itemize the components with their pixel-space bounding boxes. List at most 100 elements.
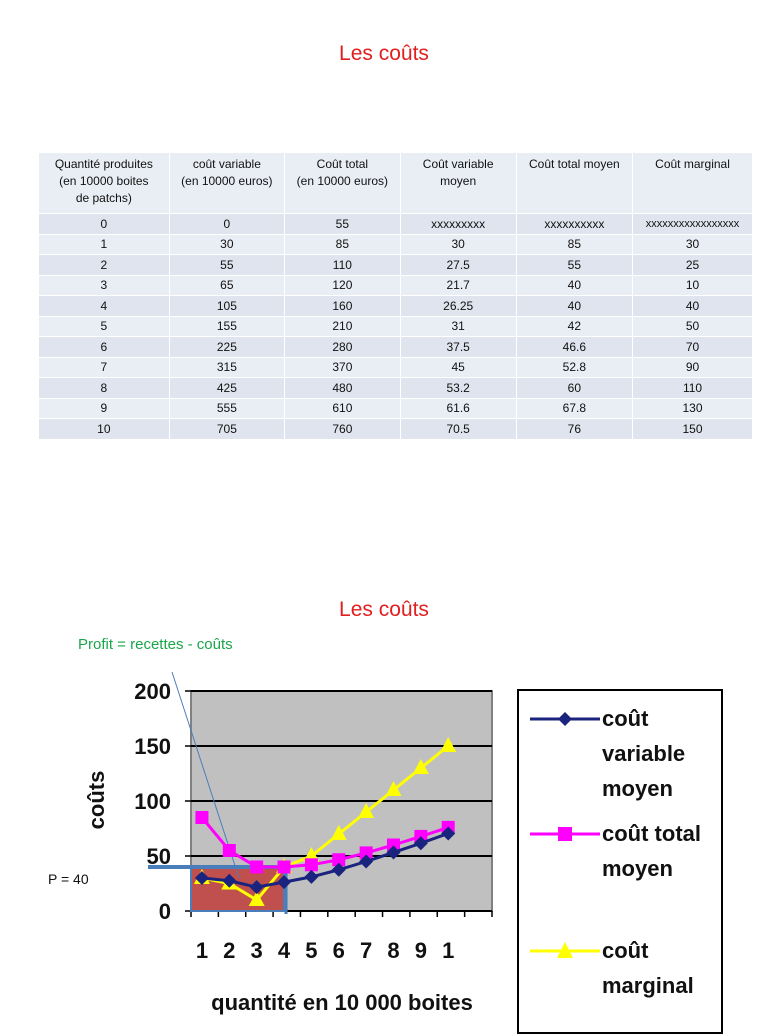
legend-label-line: coût total xyxy=(602,821,701,846)
table-cell: 480 xyxy=(284,377,401,398)
data-point xyxy=(413,836,428,851)
data-point xyxy=(386,838,400,852)
data-point xyxy=(303,847,320,862)
column-header-line: (en 10000 euros) xyxy=(296,174,389,188)
series-line-1 xyxy=(200,816,449,869)
table-cell: 760 xyxy=(284,418,401,439)
table-cell: 25 xyxy=(632,254,753,275)
column-header-line: moyen xyxy=(440,174,477,188)
table-cell: 45 xyxy=(400,356,517,378)
y-tick-label: 150 xyxy=(134,734,171,759)
table-cell: 30 xyxy=(632,233,753,255)
price-annotation: P = 40 xyxy=(48,871,89,887)
data-point xyxy=(441,826,456,841)
table-cell: 210 xyxy=(284,315,401,337)
legend-label-line: coût xyxy=(602,938,649,963)
table-cell: 30 xyxy=(169,233,286,255)
column-header: Coût total (en 10000 euros) xyxy=(284,153,401,214)
legend-label: coût total moyen xyxy=(602,816,722,886)
data-point xyxy=(440,737,457,752)
table-cell: 225 xyxy=(169,336,286,357)
data-point xyxy=(277,860,291,874)
table-cell: 9 xyxy=(39,397,170,419)
column-header-line: (en 10000 boites xyxy=(59,174,149,188)
x-tick-label: 5 xyxy=(305,938,317,963)
table-header-row: Quantité produites (en 10000 boites de pat… xyxy=(39,153,753,214)
table-row: 10 705 760 70.5 76 150 xyxy=(39,418,753,439)
chart-title: Les coûts xyxy=(339,598,429,621)
legend-label-line: moyen xyxy=(602,856,673,881)
table-cell: 61.6 xyxy=(400,397,517,419)
table-cell: 555 xyxy=(169,397,286,419)
column-header-line: Quantité produites xyxy=(54,157,153,171)
data-point xyxy=(359,854,374,869)
data-point xyxy=(304,869,319,884)
x-tick-label: 4 xyxy=(278,938,291,963)
data-point xyxy=(358,803,375,818)
table-cell: xxxxxxxxxxxxxxxxx xyxy=(632,213,753,234)
legend-label-line: coût xyxy=(602,706,649,731)
column-header-line: (en 10000 euros) xyxy=(181,174,273,188)
table-cell: 40 xyxy=(516,295,634,316)
column-header-line: Coût variable xyxy=(422,157,494,171)
table-cell: 150 xyxy=(632,418,753,439)
table-cell: 3 xyxy=(39,274,170,296)
data-point xyxy=(331,862,346,877)
table-cell: 40 xyxy=(516,274,634,296)
table-cell: 280 xyxy=(284,336,401,357)
table-cell: 130 xyxy=(632,397,753,419)
table-row: 2 55 110 27.5 55 25 xyxy=(39,254,753,275)
table-cell: 85 xyxy=(284,233,401,255)
table-cell: 27.5 xyxy=(400,254,517,275)
table-cell: 37.5 xyxy=(400,336,517,357)
table-row: 7 315 370 45 52.8 90 xyxy=(39,356,753,378)
data-point xyxy=(222,844,236,857)
table-cell: 42 xyxy=(516,315,634,337)
table-cell: 85 xyxy=(516,233,634,255)
table-row: 5 155 210 31 42 50 xyxy=(39,315,753,337)
column-header-line: de patchs) xyxy=(75,191,132,205)
x-tick-label: 9 xyxy=(415,938,427,963)
table-cell: 0 xyxy=(39,213,170,234)
y-tick-label: 100 xyxy=(134,789,171,814)
x-tick-label: 6 xyxy=(333,938,345,963)
table-cell: 0 xyxy=(169,213,286,234)
table-cell: 67.8 xyxy=(516,397,634,419)
table-cell: 55 xyxy=(169,254,286,275)
table-cell: 40 xyxy=(632,295,753,316)
column-header-line: Coût total moyen xyxy=(528,157,620,171)
profit-annotation: Profit = recettes - coûts xyxy=(78,636,233,653)
table-cell: 705 xyxy=(169,418,286,439)
data-point xyxy=(304,858,318,872)
x-tick-label: 2 xyxy=(223,938,235,963)
data-point xyxy=(248,891,265,906)
table-row: 6 225 280 37.5 46.6 70 xyxy=(39,336,753,357)
legend-swatch xyxy=(530,712,600,726)
column-header: Coût total moyen xyxy=(516,153,634,214)
table-cell: 8 xyxy=(39,377,170,398)
x-axis-label: quantité en 10 000 boites xyxy=(211,990,473,1015)
x-tick-label: 8 xyxy=(387,938,399,963)
x-tick-label: 1 xyxy=(442,938,454,963)
data-point xyxy=(277,875,292,890)
profit-pointer xyxy=(171,671,240,879)
legend-label-line: moyen xyxy=(602,776,673,801)
table-row: 9 555 610 61.6 67.8 130 xyxy=(39,397,753,419)
table-cell: 60 xyxy=(516,377,634,398)
column-header: Quantité produites (en 10000 boites de pat… xyxy=(39,153,170,214)
chart-legend: coût variable moyen coût total moyen coût marg… xyxy=(517,689,723,1034)
table-cell: 31 xyxy=(400,315,517,337)
data-point xyxy=(249,880,264,895)
table-cell: 120 xyxy=(284,274,401,296)
data-point xyxy=(412,759,429,774)
table-row: 3 65 120 21.7 40 10 xyxy=(39,274,753,296)
data-point xyxy=(195,811,209,824)
table-cell: 53.2 xyxy=(400,377,517,398)
data-point xyxy=(194,871,209,885)
table-cell: 155 xyxy=(169,315,286,337)
table-cell: 10 xyxy=(632,274,753,296)
table-cell: 50 xyxy=(632,315,753,337)
y-tick-label: 50 xyxy=(147,844,171,869)
table-row: 8 425 480 53.2 60 110 xyxy=(39,377,753,398)
